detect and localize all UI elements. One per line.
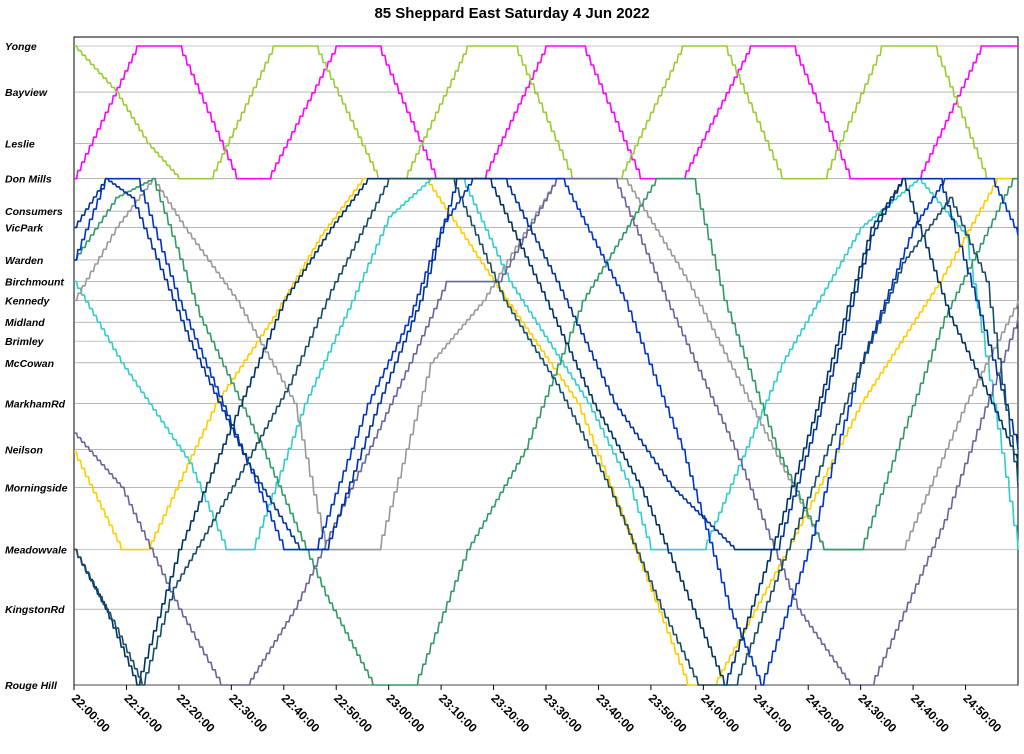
time-label: 22:00:00 bbox=[69, 691, 113, 735]
stop-label: VicPark bbox=[5, 222, 44, 234]
time-label: 23:40:00 bbox=[593, 691, 637, 735]
stop-label: Rouge Hill bbox=[5, 680, 58, 692]
bus-trip-line bbox=[74, 177, 1018, 686]
time-label: 24:10:00 bbox=[751, 691, 795, 735]
time-label: 24:30:00 bbox=[856, 691, 900, 735]
bus-trip-line bbox=[74, 45, 1018, 180]
stop-label: Warden bbox=[5, 255, 43, 267]
stop-label: Yonge bbox=[5, 41, 37, 53]
bus-trip-line bbox=[74, 177, 1019, 686]
stop-label: McCowan bbox=[5, 358, 54, 370]
stop-label: Brimley bbox=[5, 336, 45, 348]
bus-trip-line bbox=[74, 177, 1019, 686]
time-label: 23:20:00 bbox=[488, 691, 532, 735]
chart-title: 85 Sheppard East Saturday 4 Jun 2022 bbox=[374, 5, 650, 22]
time-label: 22:40:00 bbox=[279, 691, 323, 735]
time-label: 23:00:00 bbox=[384, 691, 428, 735]
bus-trip-line bbox=[74, 177, 1019, 686]
stop-label: Neilson bbox=[5, 444, 43, 456]
stop-label: Meadowvale bbox=[5, 545, 67, 557]
time-labels: 22:00:00 22:10:00 22:20:00 22:30:00 22:40:00… bbox=[69, 685, 1005, 735]
stop-label: Don Mills bbox=[5, 174, 52, 186]
stop-label: Leslie bbox=[5, 138, 35, 150]
stop-label: Birchmount bbox=[5, 277, 64, 289]
stop-label: Midland bbox=[5, 317, 45, 329]
stop-label: Consumers bbox=[5, 206, 63, 218]
stop-label: Morningside bbox=[5, 482, 68, 494]
time-label: 22:50:00 bbox=[331, 691, 375, 735]
time-label: 22:10:00 bbox=[121, 691, 165, 735]
bus-trip-line bbox=[74, 45, 1018, 180]
stop-labels: Yonge Bayview Leslie Don Mills Consumers VicP… bbox=[5, 41, 68, 692]
time-label: 24:50:00 bbox=[960, 691, 1004, 735]
bus-trip-line bbox=[74, 177, 1018, 686]
series-group bbox=[74, 45, 1019, 686]
time-label: 23:50:00 bbox=[646, 691, 690, 735]
bus-trip-line bbox=[74, 177, 1019, 686]
bus-trip-line bbox=[74, 177, 1019, 551]
time-label: 24:20:00 bbox=[803, 691, 847, 735]
time-label: 23:30:00 bbox=[541, 691, 585, 735]
time-label: 24:40:00 bbox=[908, 691, 952, 735]
time-label: 22:20:00 bbox=[174, 691, 218, 735]
stop-label: Kennedy bbox=[5, 296, 51, 308]
time-label: 24:00:00 bbox=[698, 691, 742, 735]
stop-label: Bayview bbox=[5, 87, 48, 99]
stop-label: KingstonRd bbox=[5, 604, 65, 616]
plot-area bbox=[73, 36, 1019, 686]
time-label: 22:30:00 bbox=[226, 691, 270, 735]
stop-label: MarkhamRd bbox=[5, 398, 66, 410]
time-label: 23:10:00 bbox=[436, 691, 480, 735]
